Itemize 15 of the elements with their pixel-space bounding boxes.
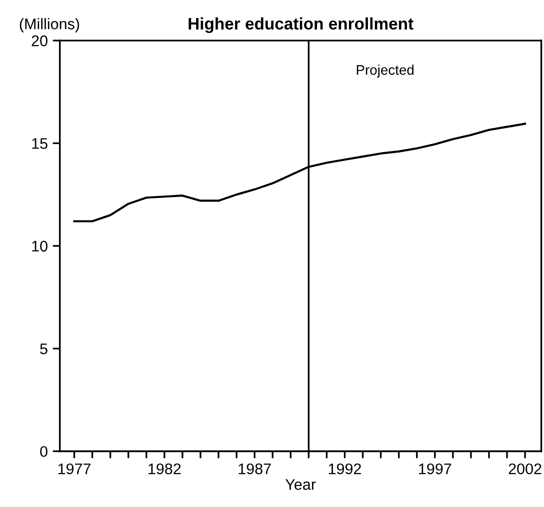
x-tick-label: 1992: [328, 463, 361, 474]
y-tick-label: 10: [32, 240, 48, 252]
y-tick-label: 15: [32, 138, 48, 149]
y-tick-label: 0: [40, 446, 48, 457]
chart-title: Higher education enrollment: [188, 17, 414, 33]
x-tick-label: 2002: [508, 463, 542, 474]
x-tick-label: 1987: [238, 463, 271, 474]
x-tick-label: 1977: [58, 463, 90, 474]
ref-line-label: Projected: [356, 64, 414, 78]
y-axis-title: (Millions): [20, 18, 80, 32]
y-tick-label: 20: [32, 35, 48, 46]
x-axis-title: Year: [285, 479, 316, 490]
y-tick-label: 5: [40, 344, 48, 354]
x-tick-label: 1982: [148, 463, 181, 474]
x-tick-label: 1997: [419, 463, 452, 474]
